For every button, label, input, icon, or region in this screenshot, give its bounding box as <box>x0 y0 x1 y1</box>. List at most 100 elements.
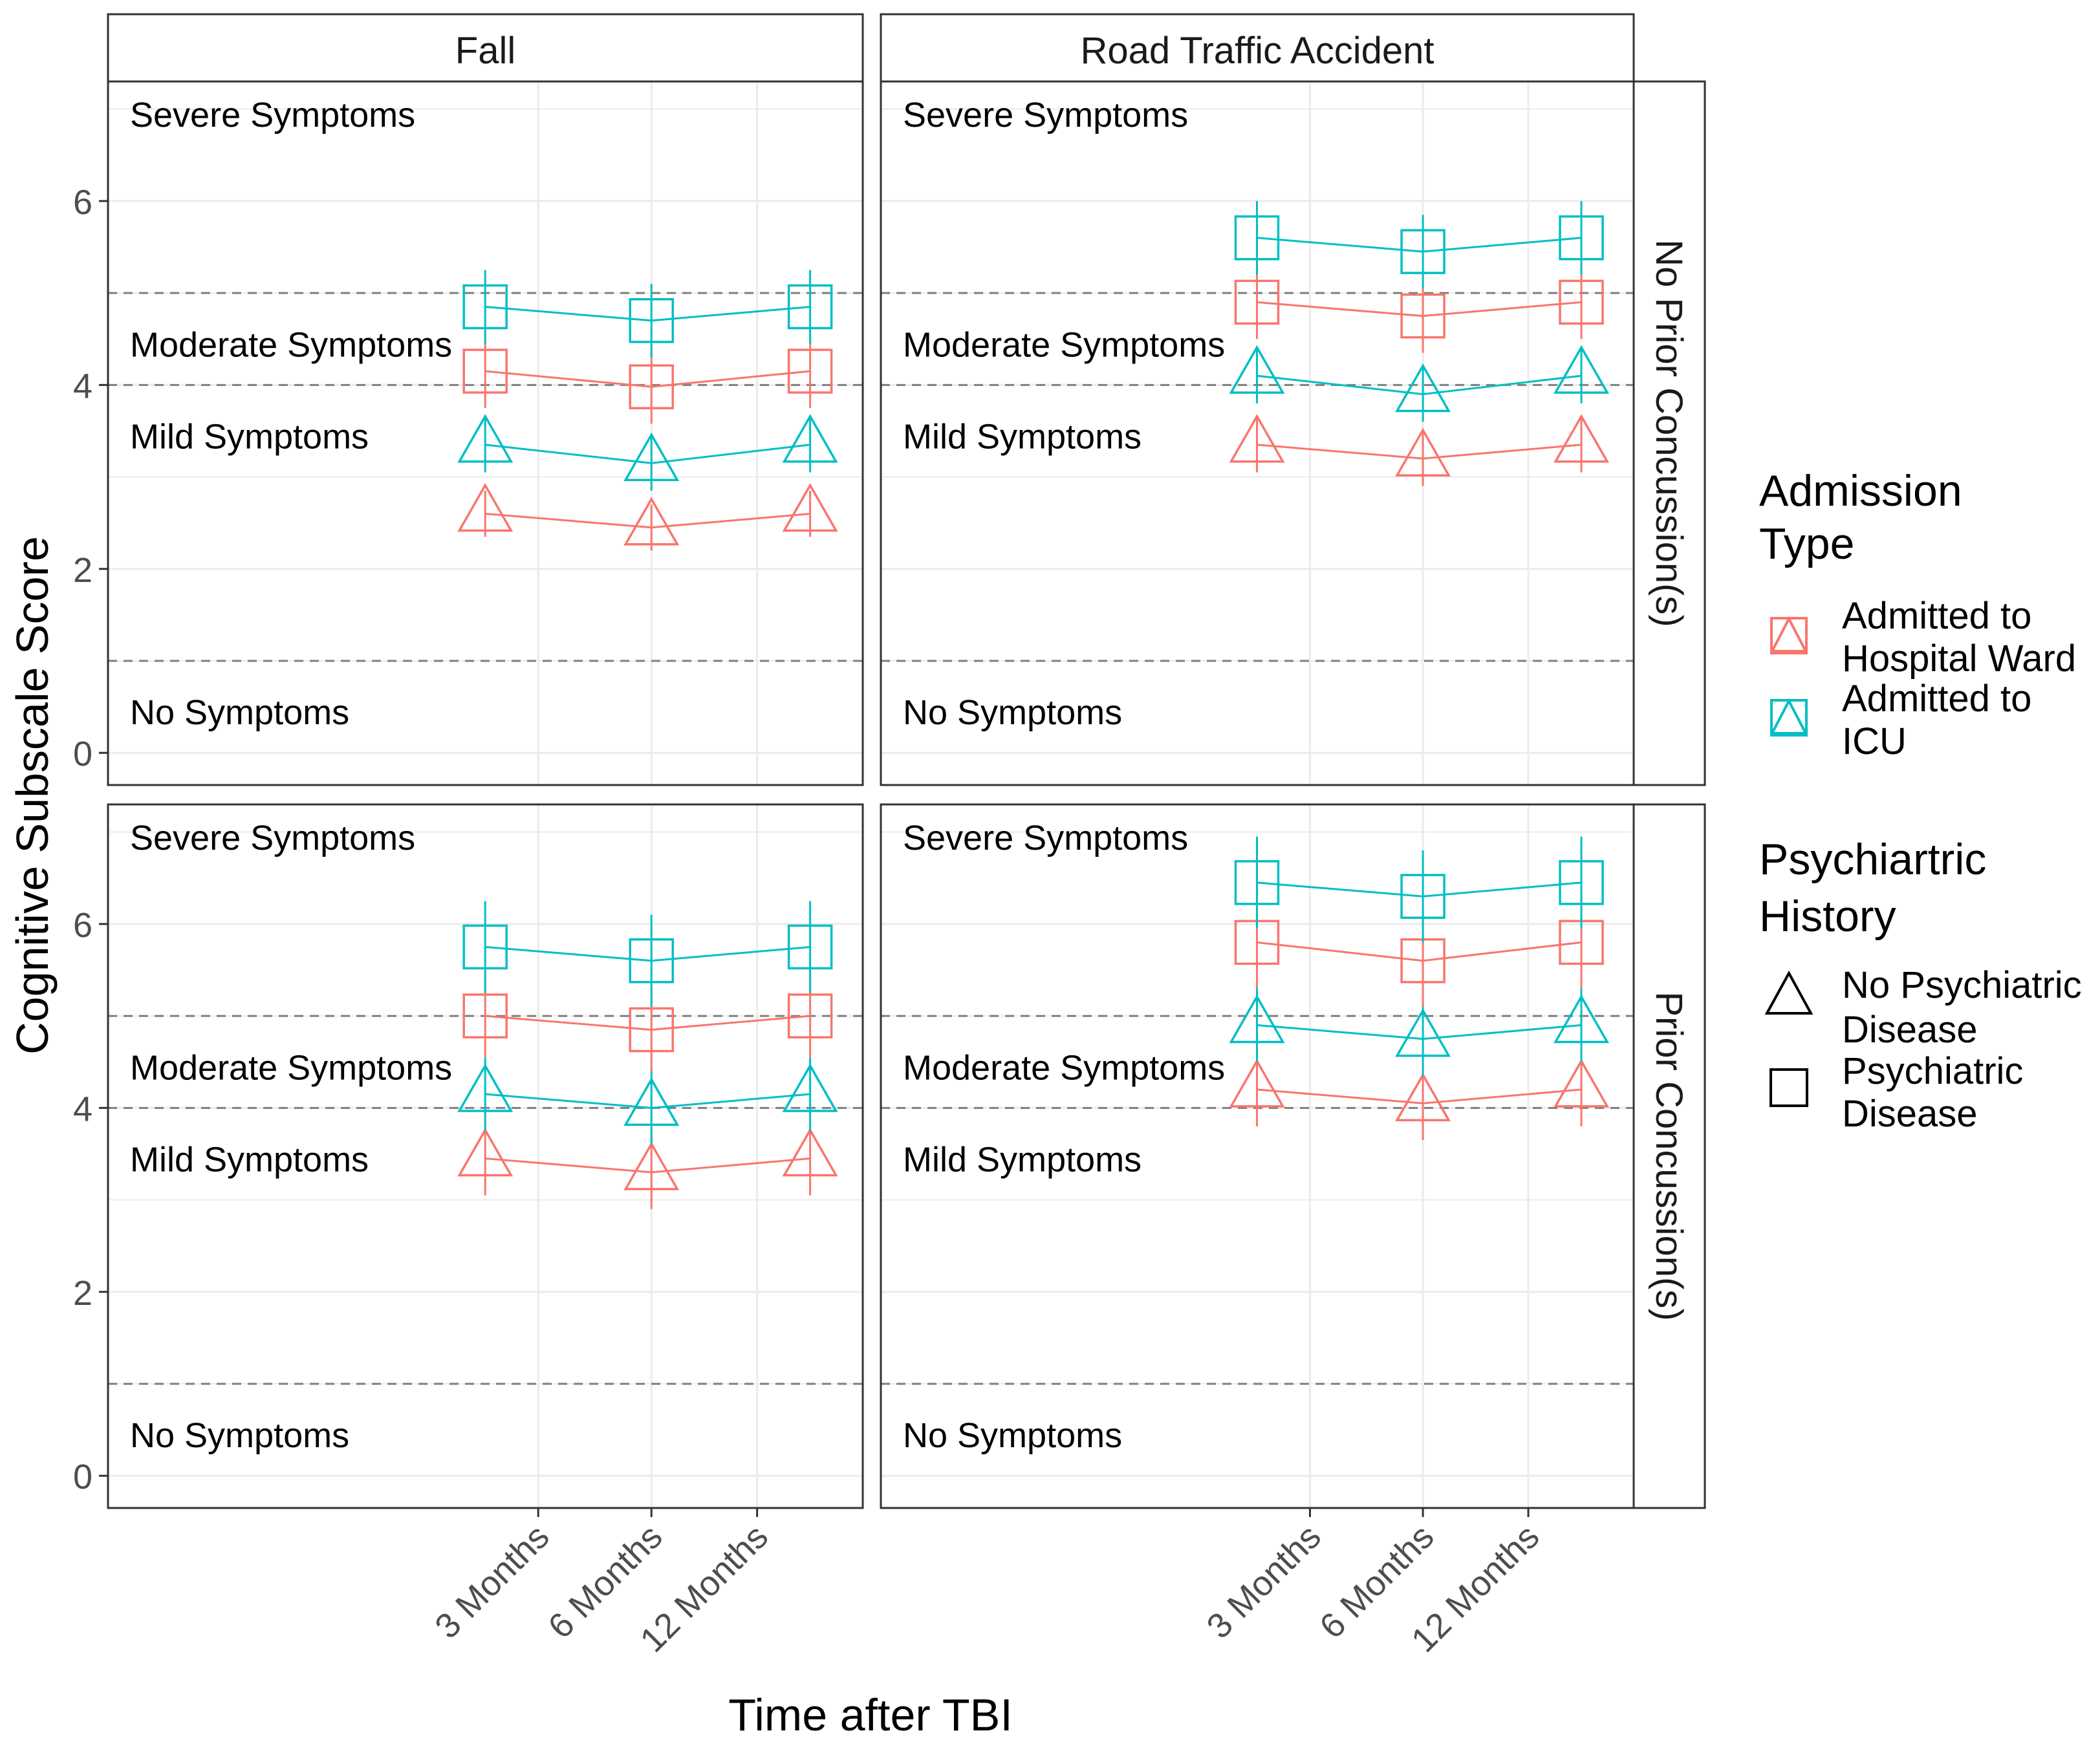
data-point-triangle <box>782 414 838 463</box>
x-tick-label: 3 Months <box>428 1517 556 1646</box>
data-point-square <box>1559 279 1604 325</box>
data-point-triangle <box>623 1141 680 1190</box>
facet-strip-right <box>1632 80 1706 786</box>
legend-key-ward-triangle <box>1770 616 1808 652</box>
legend-label-psychiatric-line: Psychiatric <box>1842 1050 2023 1092</box>
data-point-square <box>629 364 674 409</box>
data-point-square <box>629 1007 674 1053</box>
data-point-triangle <box>623 432 680 481</box>
facet-strip-right <box>1632 803 1706 1509</box>
data-point-square <box>1400 229 1445 274</box>
data-point-triangle <box>457 1128 514 1177</box>
y-tick-label: 4 <box>73 1090 92 1128</box>
data-point-triangle <box>1553 994 1610 1044</box>
data-point-triangle <box>1395 427 1451 477</box>
facet-panel: Severe Symptoms Moderate Symptoms Mild Sym… <box>107 803 864 1509</box>
data-point-square <box>462 924 508 970</box>
data-point-square <box>629 938 674 984</box>
zone-label: Severe Symptoms <box>130 819 415 857</box>
data-point-triangle <box>1229 1059 1285 1108</box>
zone-label: Severe Symptoms <box>903 819 1188 857</box>
legend: Admission Type Admitted to Hospital Ward… <box>1759 466 2092 1135</box>
y-tick-label: 4 <box>73 367 92 405</box>
data-point-square <box>1400 874 1445 919</box>
facet-strip-label: No Prior Concussion(s) <box>1648 239 1690 627</box>
data-point-square <box>1559 215 1604 261</box>
data-point-triangle <box>1229 345 1285 394</box>
legend-label-icu: Admitted to ICU <box>1842 678 2042 762</box>
data-point-square <box>1559 860 1604 905</box>
legend-label-psychiatric-line: Disease <box>1842 1093 1978 1135</box>
zone-label: Moderate Symptoms <box>130 1048 452 1087</box>
y-tick-label: 0 <box>73 735 92 773</box>
y-tick-label: 2 <box>73 1274 92 1313</box>
data-point-triangle <box>457 414 514 463</box>
legend-label-no-psychiatric-line: Disease <box>1842 1009 1978 1051</box>
data-point-triangle <box>1553 414 1610 463</box>
data-point-triangle <box>782 1128 838 1177</box>
facet-strip-label: Fall <box>455 30 515 72</box>
legend-label-ward: Admitted to Hospital Ward <box>1842 595 2076 680</box>
zone-label: Severe Symptoms <box>130 96 415 135</box>
facet-strip-label: Prior Concussion(s) <box>1648 991 1690 1320</box>
data-point-triangle <box>782 1063 838 1112</box>
facet-panel: Severe Symptoms Moderate Symptoms Mild Sym… <box>107 80 864 786</box>
data-point-triangle <box>1229 994 1285 1044</box>
zone-label: Moderate Symptoms <box>903 325 1225 364</box>
data-point-triangle <box>1553 345 1610 394</box>
legend-label-ward-line: Hospital Ward <box>1842 638 2076 680</box>
zone-label: Severe Symptoms <box>903 96 1188 135</box>
data-point-square <box>787 349 833 394</box>
data-point-square <box>462 993 508 1039</box>
zone-label: No Symptoms <box>130 1416 349 1455</box>
data-point-triangle <box>457 1063 514 1112</box>
legend-key-square-icon <box>1770 1068 1808 1107</box>
zone-label: No Symptoms <box>903 693 1122 732</box>
data-point-square <box>1400 293 1445 339</box>
panels-layer: Severe Symptoms Moderate Symptoms Mild Sym… <box>107 80 1635 1509</box>
zone-label: Mild Symptoms <box>130 1141 369 1179</box>
data-point-triangle <box>457 482 514 532</box>
data-point-triangle <box>623 497 680 546</box>
data-point-square <box>787 924 833 970</box>
legend-label-psychiatric: Psychiatric Disease <box>1842 1050 2034 1135</box>
legend-key-icu[interactable] <box>1764 693 1813 742</box>
data-point-triangle <box>1395 1072 1451 1121</box>
legend-label-no-psychiatric: No Psychiatric Disease <box>1842 964 2092 1051</box>
data-point-square <box>629 298 674 343</box>
y-tick-label: 2 <box>73 551 92 590</box>
legend-admission-title-line: Type <box>1759 519 1854 568</box>
y-tick-label: 0 <box>73 1458 92 1496</box>
strips-layer: Fall Road Traffic Accident No Prior Concus… <box>107 13 1706 1509</box>
data-point-triangle <box>623 1077 680 1126</box>
data-point-square <box>1234 860 1280 905</box>
legend-key-psychiatric[interactable] <box>1770 1068 1808 1107</box>
legend-key-no-psychiatric[interactable] <box>1764 970 1813 1015</box>
data-point-square <box>787 284 833 330</box>
y-tick-label: 6 <box>73 183 92 222</box>
data-point-square <box>1234 215 1280 261</box>
zone-label: Moderate Symptoms <box>130 325 452 364</box>
legend-label-icu-line: Admitted to <box>1842 678 2031 720</box>
legend-history-title-line: Psychiartric <box>1759 835 1986 884</box>
legend-admission-title-line: Admission <box>1759 466 1962 515</box>
y-axis-title: Cognitive Subscale Score <box>7 536 58 1055</box>
legend-label-ward-line: Admitted to <box>1842 595 2031 637</box>
legend-label-icu-line: ICU <box>1842 720 1907 762</box>
data-point-square <box>787 993 833 1039</box>
facet-panel: Severe Symptoms Moderate Symptoms Mild Sym… <box>880 80 1635 786</box>
data-point-square <box>462 284 508 330</box>
facet-strip-top <box>107 13 864 83</box>
legend-history-title-line: History <box>1759 892 1896 941</box>
zone-label: Mild Symptoms <box>903 1141 1142 1179</box>
x-axis-title: Time after TBI <box>728 1690 1013 1740</box>
zone-label: Mild Symptoms <box>130 418 369 457</box>
data-point-triangle <box>782 482 838 532</box>
data-point-triangle <box>1395 1008 1451 1057</box>
zone-label: Mild Symptoms <box>903 418 1142 457</box>
legend-key-ward[interactable] <box>1764 611 1813 660</box>
facet-strip-label: Road Traffic Accident <box>1080 30 1434 72</box>
data-point-triangle <box>1553 1059 1610 1108</box>
facet-strip-top <box>880 13 1635 83</box>
panel-border <box>107 803 864 1509</box>
